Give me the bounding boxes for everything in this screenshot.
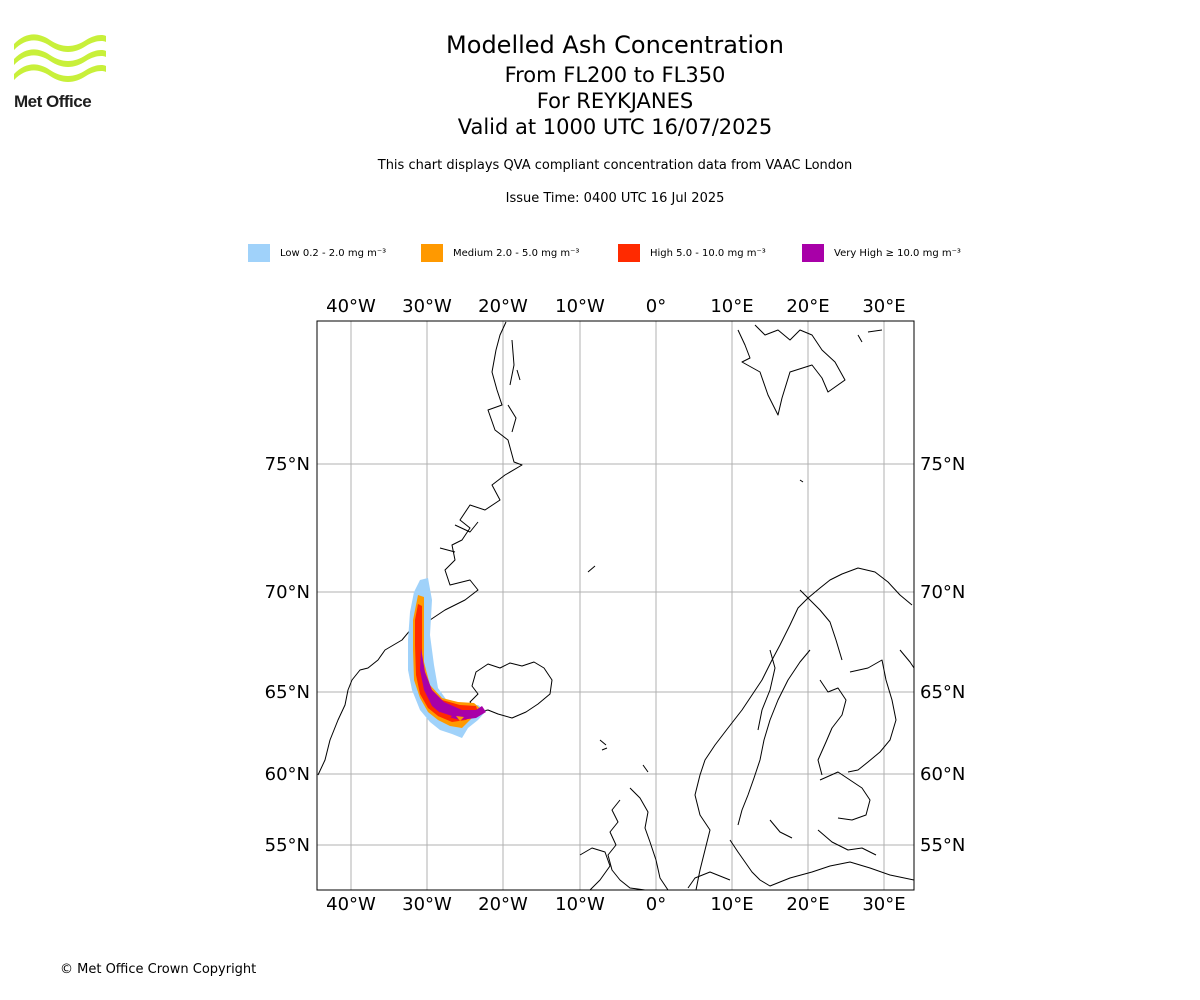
legend-swatch-medium	[421, 244, 443, 262]
british-isles-coast	[607, 799, 646, 890]
lat-tick-left: 55°N	[265, 835, 310, 856]
coastlines	[317, 321, 914, 890]
greenland-coast	[317, 321, 523, 776]
lat-tick-left: 70°N	[265, 582, 310, 603]
legend-item-low: Low 0.2 - 2.0 mg m⁻³	[248, 244, 386, 262]
lon-tick-top: 30°W	[402, 296, 452, 317]
legend-swatch-high	[618, 244, 640, 262]
lon-tick-bottom: 40°W	[326, 894, 376, 915]
lon-ticks-top: 40°W 30°W 20°W 10°W 0° 10°E 20°E 30°E	[326, 296, 905, 317]
legend-label-medium: Medium 2.0 - 5.0 mg m⁻³	[453, 247, 580, 259]
legend-item-medium: Medium 2.0 - 5.0 mg m⁻³	[421, 244, 579, 262]
title-block: Modelled Ash Concentration From FL200 to…	[315, 30, 915, 140]
map-frame	[316, 320, 915, 891]
lon-tick-top: 10°W	[555, 296, 605, 317]
lat-tick-left: 75°N	[265, 454, 310, 475]
lat-tick-left: 65°N	[265, 682, 310, 703]
lon-tick-top: 0°	[646, 296, 666, 317]
scandinavia-coast	[694, 567, 913, 890]
lat-tick-right: 65°N	[920, 682, 965, 703]
chart-title: Modelled Ash Concentration	[446, 31, 784, 59]
iceland-coast	[469, 661, 553, 719]
volcano-name: For REYKJANES	[536, 89, 694, 113]
legend-label-very-high: Very High ≥ 10.0 mg m⁻³	[834, 247, 961, 259]
lon-tick-bottom: 30°E	[862, 894, 905, 915]
graticule	[317, 321, 914, 890]
met-office-logo: Met Office	[14, 30, 110, 114]
legend-label-low: Low 0.2 - 2.0 mg m⁻³	[280, 247, 387, 259]
logo-text: Met Office	[14, 92, 92, 111]
legend-swatch-low	[248, 244, 270, 262]
lat-ticks-left: 75°N 70°N 65°N 60°N 55°N	[265, 454, 310, 856]
flight-levels: From FL200 to FL350	[504, 63, 726, 87]
lat-tick-right: 60°N	[920, 764, 965, 785]
met-office-waves-icon	[14, 34, 106, 82]
lon-tick-bottom: 20°E	[786, 894, 829, 915]
copyright: © Met Office Crown Copyright	[60, 962, 257, 977]
legend-item-high: High 5.0 - 10.0 mg m⁻³	[618, 244, 766, 262]
lat-tick-right: 55°N	[920, 835, 965, 856]
lon-tick-top: 10°E	[710, 296, 753, 317]
lon-tick-bottom: 0°	[646, 894, 666, 915]
ash-very-high	[420, 648, 486, 720]
legend-label-high: High 5.0 - 10.0 mg m⁻³	[650, 247, 766, 259]
lon-ticks-bottom: 40°W 30°W 20°W 10°W 0° 10°E 20°E 30°E	[326, 894, 905, 915]
lon-tick-top: 40°W	[326, 296, 376, 317]
lon-tick-bottom: 30°W	[402, 894, 452, 915]
legend-item-very-high: Very High ≥ 10.0 mg m⁻³	[802, 244, 961, 262]
valid-time: Valid at 1000 UTC 16/07/2025	[457, 115, 773, 139]
ash-plume	[408, 578, 486, 738]
qva-note: This chart displays QVA compliant concen…	[377, 158, 853, 173]
lat-ticks-right: 75°N 70°N 65°N 60°N 55°N	[920, 454, 965, 856]
lon-tick-bottom: 10°W	[555, 894, 605, 915]
lat-tick-left: 60°N	[265, 764, 310, 785]
lon-tick-top: 30°E	[862, 296, 905, 317]
lon-tick-bottom: 20°W	[478, 894, 528, 915]
issue-time: Issue Time: 0400 UTC 16 Jul 2025	[505, 191, 725, 206]
lat-tick-right: 75°N	[920, 454, 965, 475]
lon-tick-bottom: 10°E	[710, 894, 753, 915]
lon-tick-top: 20°E	[786, 296, 829, 317]
svalbard-coast	[737, 324, 846, 416]
legend-swatch-very-high	[802, 244, 824, 262]
lat-tick-right: 70°N	[920, 582, 965, 603]
lon-tick-top: 20°W	[478, 296, 528, 317]
